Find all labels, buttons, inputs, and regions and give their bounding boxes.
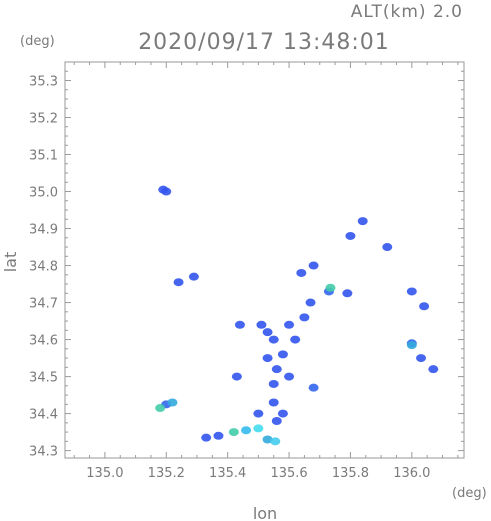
y-axis-label: lat bbox=[1, 252, 20, 273]
altitude-label: ALT(km) 2.0 bbox=[351, 2, 463, 22]
echo-cell bbox=[167, 398, 178, 407]
echo-cell bbox=[308, 261, 319, 270]
echo-cell bbox=[268, 379, 279, 388]
x-tick-label: 135.2 bbox=[148, 466, 185, 481]
x-tick-label: 135.8 bbox=[332, 466, 369, 481]
echo-cell bbox=[325, 283, 336, 292]
echo-cell bbox=[234, 320, 245, 329]
y-tick-label: 35.0 bbox=[29, 186, 58, 201]
echo-cell bbox=[428, 365, 439, 374]
echo-cell bbox=[262, 435, 273, 444]
echo-cell bbox=[262, 354, 273, 363]
y-tick-label: 34.3 bbox=[29, 445, 58, 460]
echo-cell bbox=[253, 409, 264, 418]
echo-cell bbox=[268, 398, 279, 407]
echo-cell bbox=[305, 298, 316, 307]
echo-layer bbox=[155, 185, 439, 446]
y-tick-label: 34.9 bbox=[29, 223, 58, 238]
echo-cell bbox=[271, 365, 282, 374]
x-tick-label: 135.0 bbox=[86, 466, 123, 481]
echo-cell bbox=[382, 243, 393, 252]
x-tick-label: 135.6 bbox=[270, 466, 307, 481]
echo-cell bbox=[406, 287, 417, 296]
echo-cell bbox=[268, 335, 279, 344]
echo-cell bbox=[406, 341, 417, 350]
echo-cell bbox=[231, 372, 242, 381]
echo-cell bbox=[188, 272, 199, 281]
echo-cell bbox=[271, 416, 282, 425]
y-unit-label: (deg) bbox=[20, 34, 55, 49]
echo-cell bbox=[270, 437, 281, 446]
echo-cell bbox=[419, 302, 430, 311]
echo-cell bbox=[161, 187, 172, 196]
echo-cell bbox=[201, 433, 212, 442]
echo-cell bbox=[173, 278, 184, 287]
y-tick-label: 35.3 bbox=[29, 75, 58, 90]
echo-cell bbox=[299, 313, 310, 322]
x-tick-label: 136.0 bbox=[393, 466, 430, 481]
echo-cell bbox=[342, 289, 353, 298]
chart-timestamp: 2020/09/17 13:48:01 bbox=[138, 30, 390, 55]
echo-cell bbox=[277, 409, 288, 418]
echo-cell bbox=[290, 335, 301, 344]
y-tick-label: 34.4 bbox=[29, 408, 58, 423]
echo-cell bbox=[296, 268, 307, 277]
x-tick-label: 135.4 bbox=[209, 466, 246, 481]
echo-cell bbox=[155, 404, 166, 413]
x-axis-label: lon bbox=[253, 504, 277, 521]
echo-cell bbox=[308, 383, 319, 392]
y-tick-label: 34.6 bbox=[29, 334, 58, 349]
y-tick-label: 34.8 bbox=[29, 260, 58, 275]
y-tick-label: 35.1 bbox=[29, 149, 58, 164]
echo-cell bbox=[262, 328, 273, 337]
echo-cell bbox=[213, 431, 224, 440]
echo-cell bbox=[357, 217, 368, 226]
echo-cell bbox=[277, 350, 288, 359]
y-tick-label: 34.7 bbox=[29, 297, 58, 312]
echo-cell bbox=[228, 428, 239, 437]
echo-cell bbox=[416, 354, 427, 363]
axis-ticks: 135.0 135.2 135.4 135.6 135.8 136.0 34.3 34.4 34… bbox=[29, 61, 464, 481]
plot-area bbox=[64, 61, 465, 459]
echo-cell bbox=[284, 320, 295, 329]
echo-cell bbox=[345, 231, 356, 240]
echo-cell bbox=[241, 426, 252, 435]
echo-cell bbox=[284, 372, 295, 381]
y-tick-label: 34.5 bbox=[29, 371, 58, 386]
x-unit-label: (deg) bbox=[452, 486, 487, 501]
echo-cell bbox=[256, 320, 267, 329]
y-tick-label: 35.2 bbox=[29, 112, 58, 127]
echo-cell bbox=[253, 424, 264, 433]
